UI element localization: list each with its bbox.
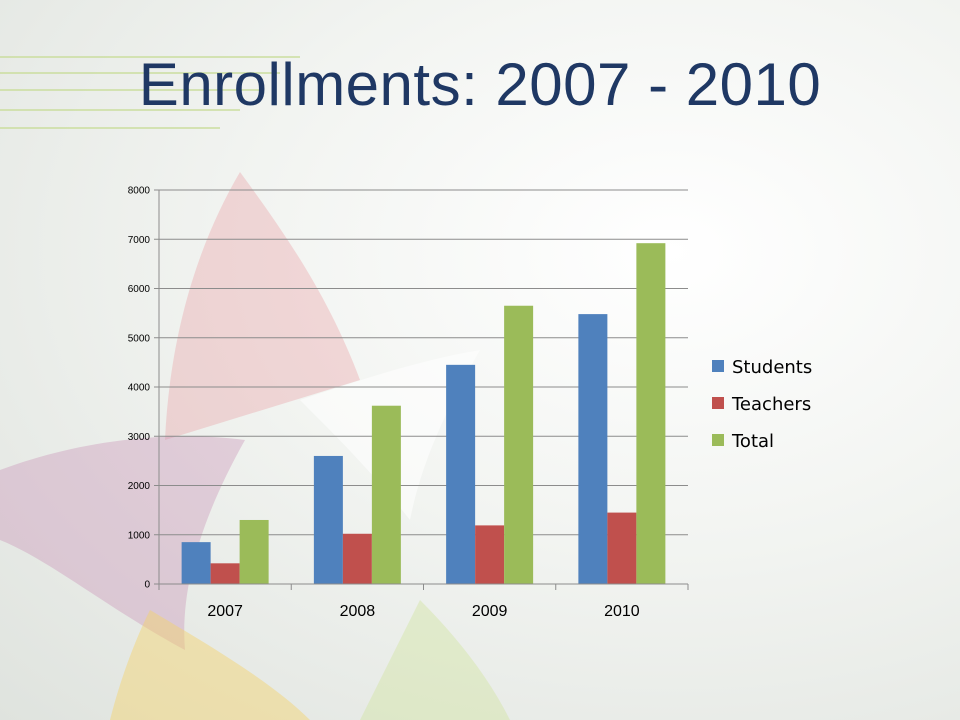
y-tick-label: 2000: [128, 481, 151, 492]
legend-swatch-students: [712, 360, 724, 372]
x-category-label: 2008: [340, 603, 376, 620]
bar-total-2007: [239, 519, 269, 584]
bar-teachers-2010: [607, 512, 637, 584]
bar-students-2009: [446, 364, 476, 584]
x-category-label: 2010: [604, 603, 640, 620]
legend-label-teachers: Teachers: [731, 394, 811, 415]
legend-swatch-total: [712, 434, 724, 446]
y-tick-label: 7000: [128, 235, 151, 246]
bar-teachers-2009: [475, 525, 505, 584]
yellow-petal-shape: [110, 610, 310, 720]
bar-total-2009: [504, 305, 534, 584]
y-tick-label: 8000: [128, 186, 151, 197]
y-tick-label: 5000: [128, 333, 151, 344]
y-tick-label: 1000: [128, 530, 151, 541]
legend-label-total: Total: [731, 431, 774, 452]
legend-swatch-teachers: [712, 397, 724, 409]
purple-petal-shape: [0, 436, 245, 650]
green-petal-shape: [360, 600, 510, 720]
bar-total-2008: [371, 405, 401, 584]
slide-title: Enrollments: 2007 - 2010: [138, 51, 822, 118]
axes: 0 1000 2000 3000 4000 5000 6000 7000 8000 2007 200…: [128, 186, 689, 620]
bar-teachers-2007: [210, 563, 240, 584]
y-tick-label: 4000: [128, 383, 151, 394]
y-tick-label: 0: [144, 580, 150, 591]
decorative-lines: [0, 56, 300, 129]
bars: [181, 243, 666, 584]
bar-students-2010: [578, 314, 608, 584]
gridlines: [159, 189, 688, 536]
legend-label-students: Students: [732, 357, 812, 378]
bar-students-2007: [181, 542, 211, 584]
bar-total-2010: [636, 243, 666, 584]
y-tick-label: 3000: [128, 432, 151, 443]
x-category-label: 2007: [207, 603, 243, 620]
bar-students-2008: [313, 455, 343, 584]
y-tick-label: 6000: [128, 284, 151, 295]
x-category-label: 2009: [472, 603, 508, 620]
bar-teachers-2008: [342, 533, 372, 584]
legend: Students Teachers Total: [712, 357, 812, 452]
